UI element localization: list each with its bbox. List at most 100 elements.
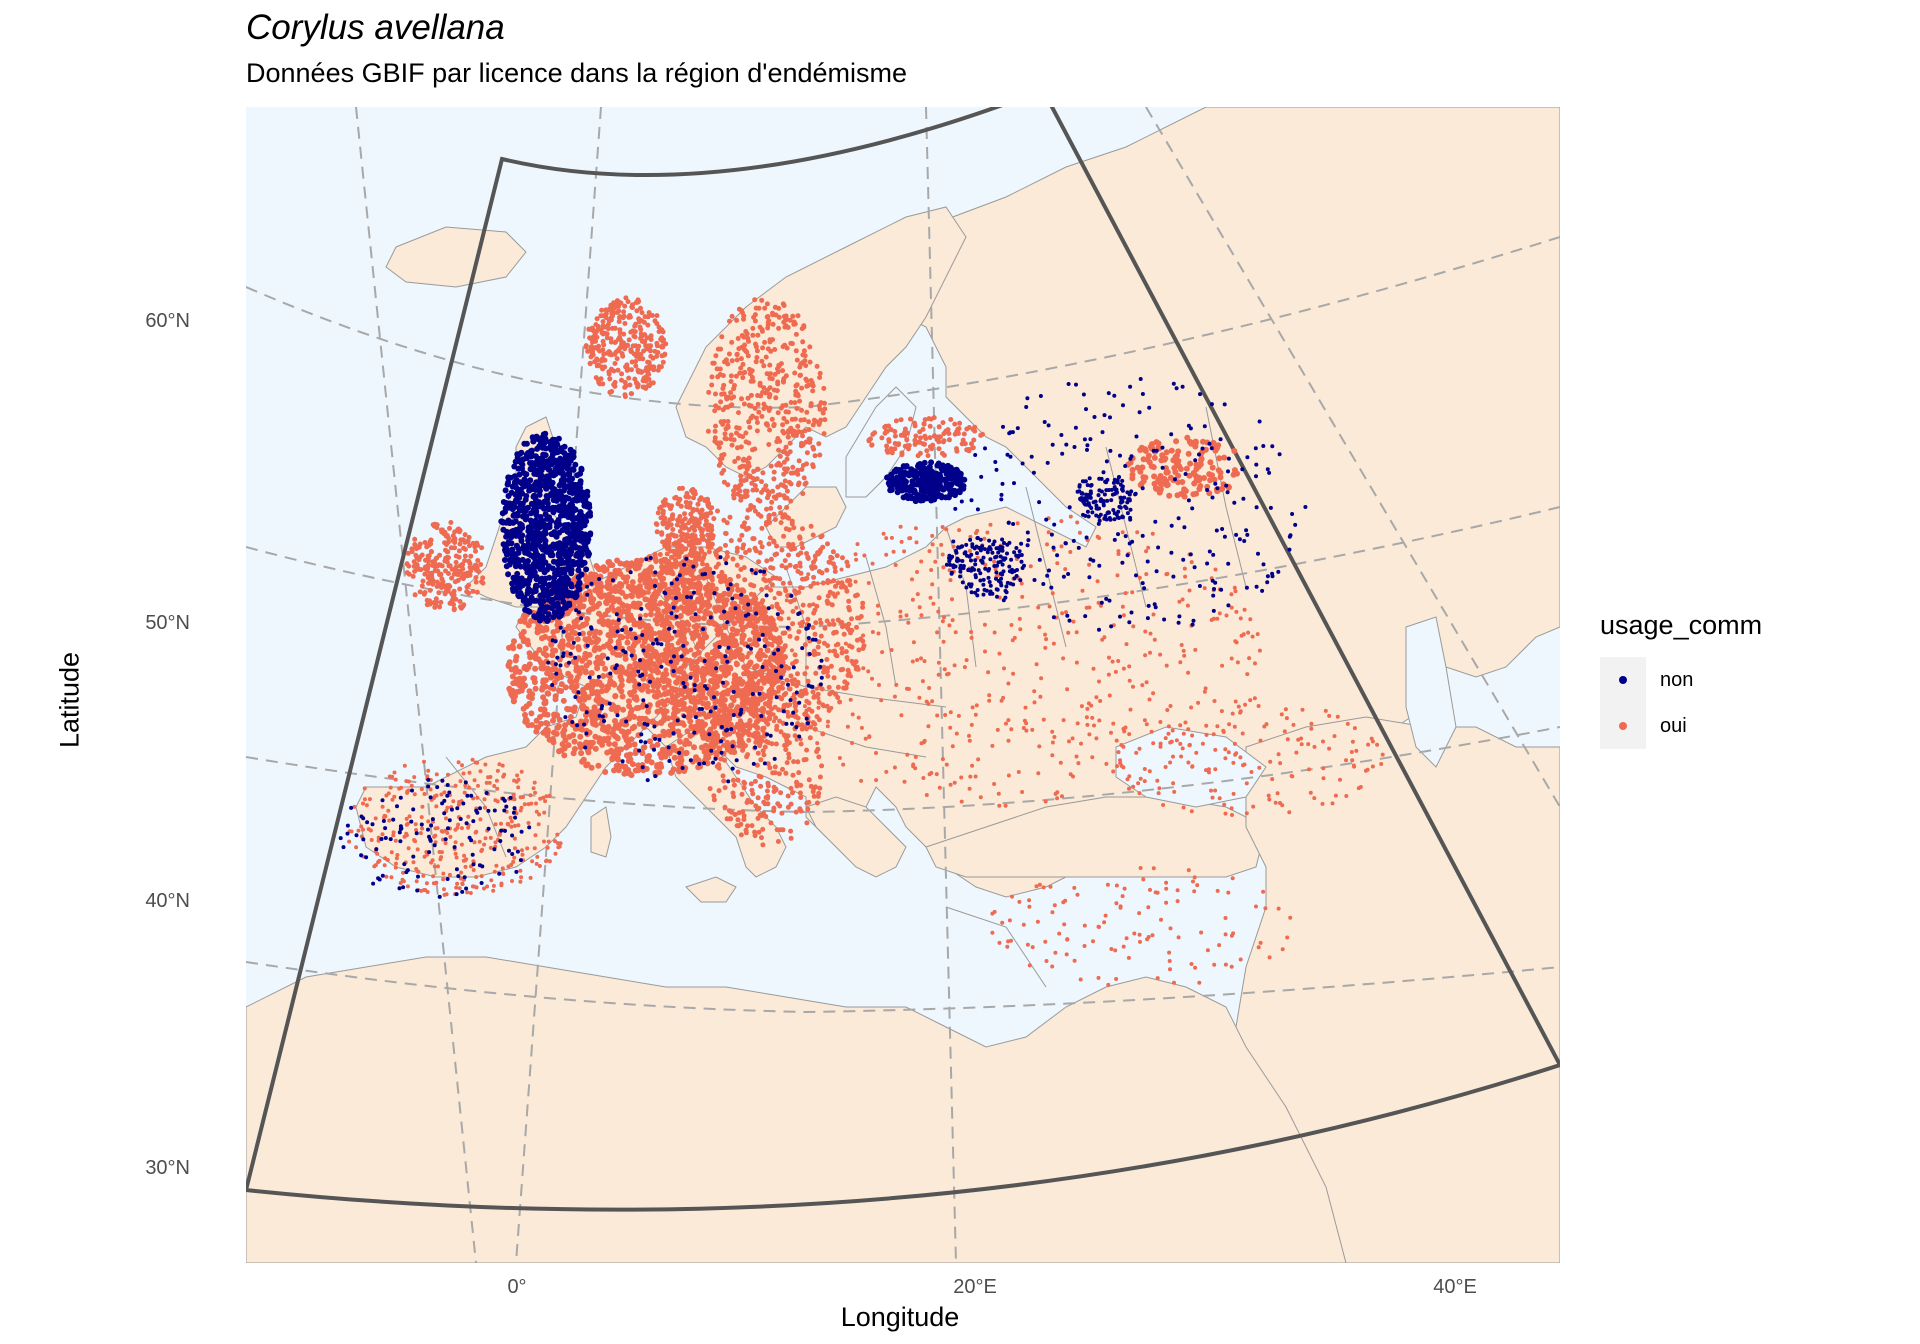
occurrence-point [1116,659,1121,663]
occurrence-point [814,686,819,691]
occurrence-point [850,712,855,717]
occurrence-point [526,700,533,707]
occurrence-point [1143,629,1148,634]
occurrence-point [521,618,528,625]
occurrence-point [736,410,741,416]
occurrence-point [1059,544,1064,549]
occurrence-point [798,372,803,378]
occurrence-point [1178,660,1183,665]
occurrence-point [1226,750,1231,755]
occurrence-point [711,793,717,799]
occurrence-point [655,669,662,675]
occurrence-point [768,505,774,511]
occurrence-point [637,572,643,578]
occurrence-point [599,660,606,667]
occurrence-point [652,631,658,637]
occurrence-point [501,774,506,779]
occurrence-point [822,417,828,423]
occurrence-point [522,718,529,725]
occurrence-point [747,726,752,731]
occurrence-point [768,820,774,826]
occurrence-point [787,702,793,708]
occurrence-point [418,831,423,836]
occurrence-point [826,719,830,724]
occurrence-point [727,664,733,670]
occurrence-point [734,681,740,687]
occurrence-point [641,339,647,345]
occurrence-point [1120,604,1125,609]
occurrence-point [510,879,514,883]
occurrence-point [769,416,775,422]
occurrence-point [756,409,762,415]
occurrence-point [790,790,795,796]
occurrence-point [419,787,424,792]
occurrence-point [528,793,533,798]
occurrence-point [688,517,694,523]
occurrence-point [783,565,789,571]
occurrence-point [719,391,725,397]
occurrence-point [713,423,718,429]
occurrence-point [445,831,450,835]
occurrence-point [664,659,670,665]
occurrence-point [1045,542,1049,547]
occurrence-point [766,541,772,547]
occurrence-point [1327,746,1332,751]
occurrence-point [812,631,818,637]
occurrence-point [473,760,478,765]
occurrence-point [1143,653,1148,658]
occurrence-point [1050,591,1055,596]
occurrence-point [647,366,653,372]
occurrence-point [643,612,649,618]
occurrence-point [743,457,749,463]
occurrence-point [560,697,567,704]
occurrence-point [831,649,835,654]
occurrence-point [1203,686,1208,691]
occurrence-point [544,732,551,739]
occurrence-point [1059,519,1064,524]
occurrence-point [753,344,759,350]
occurrence-point [913,755,918,759]
occurrence-point [712,700,718,705]
occurrence-point [453,840,458,845]
occurrence-point [749,650,753,655]
occurrence-point [752,711,758,717]
occurrence-point [771,421,777,427]
occurrence-point [817,785,823,791]
occurrence-point [730,556,736,562]
occurrence-point [1327,713,1332,718]
occurrence-point [657,552,663,557]
occurrence-point [802,642,808,648]
occurrence-point [596,592,603,599]
occurrence-point [425,890,430,894]
occurrence-point [761,752,767,758]
occurrence-point [703,522,708,528]
occurrence-point [632,586,638,592]
occurrence-point [855,542,860,547]
occurrence-point [1113,669,1118,674]
occurrence-point [1090,755,1095,760]
occurrence-point [731,698,737,704]
occurrence-point [860,600,866,606]
occurrence-point [950,744,955,749]
occurrence-point [802,687,808,693]
occurrence-point [1333,793,1338,798]
occurrence-point [764,558,770,564]
occurrence-point [614,735,621,742]
occurrence-point [696,699,702,705]
occurrence-point [412,792,417,797]
occurrence-point [757,380,763,386]
occurrence-point [692,516,698,522]
occurrence-point [665,533,671,539]
occurrence-point [530,859,535,864]
occurrence-point [1186,760,1191,765]
occurrence-point [926,724,931,729]
occurrence-point [394,856,399,861]
occurrence-point [693,658,700,665]
occurrence-point [478,817,483,822]
occurrence-point [756,669,762,675]
occurrence-point [910,597,915,602]
occurrence-point [744,493,750,499]
occurrence-point [682,741,689,748]
occurrence-point [1161,803,1166,807]
occurrence-point [801,475,807,481]
